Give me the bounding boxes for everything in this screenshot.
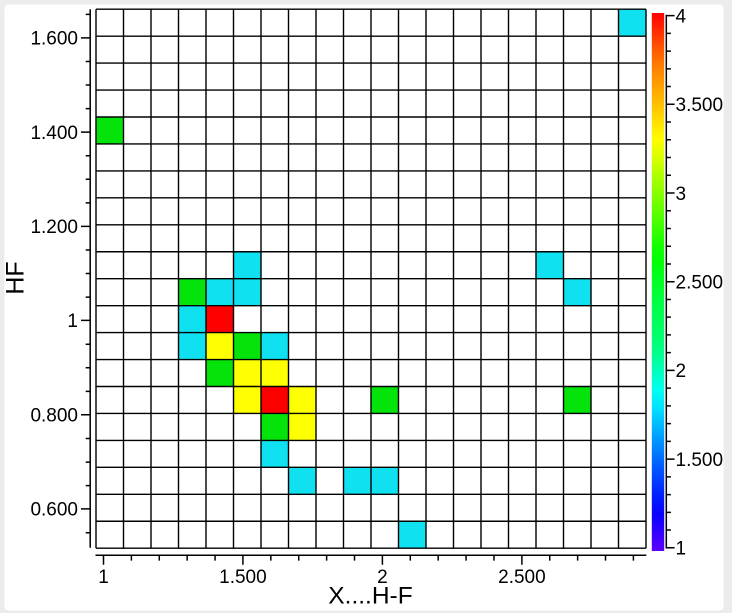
svg-text:1.500: 1.500 — [676, 450, 724, 471]
svg-text:0.800: 0.800 — [30, 406, 78, 427]
svg-text:HF: HF — [1, 261, 29, 294]
svg-text:2.500: 2.500 — [676, 273, 724, 294]
svg-text:1.500: 1.500 — [219, 567, 267, 588]
svg-text:4: 4 — [676, 6, 687, 27]
svg-text:X....H-F: X....H-F — [328, 583, 412, 610]
svg-text:2: 2 — [377, 567, 388, 588]
svg-text:1.400: 1.400 — [30, 123, 78, 144]
svg-text:3.500: 3.500 — [676, 95, 724, 116]
svg-text:1.600: 1.600 — [30, 29, 78, 50]
svg-text:0.600: 0.600 — [30, 500, 78, 521]
svg-text:1.200: 1.200 — [30, 217, 78, 238]
svg-text:1: 1 — [67, 311, 78, 332]
svg-text:1: 1 — [98, 567, 109, 588]
svg-text:2.500: 2.500 — [498, 567, 546, 588]
svg-text:3: 3 — [676, 184, 687, 205]
svg-text:2: 2 — [676, 361, 687, 382]
svg-text:1: 1 — [676, 539, 687, 560]
